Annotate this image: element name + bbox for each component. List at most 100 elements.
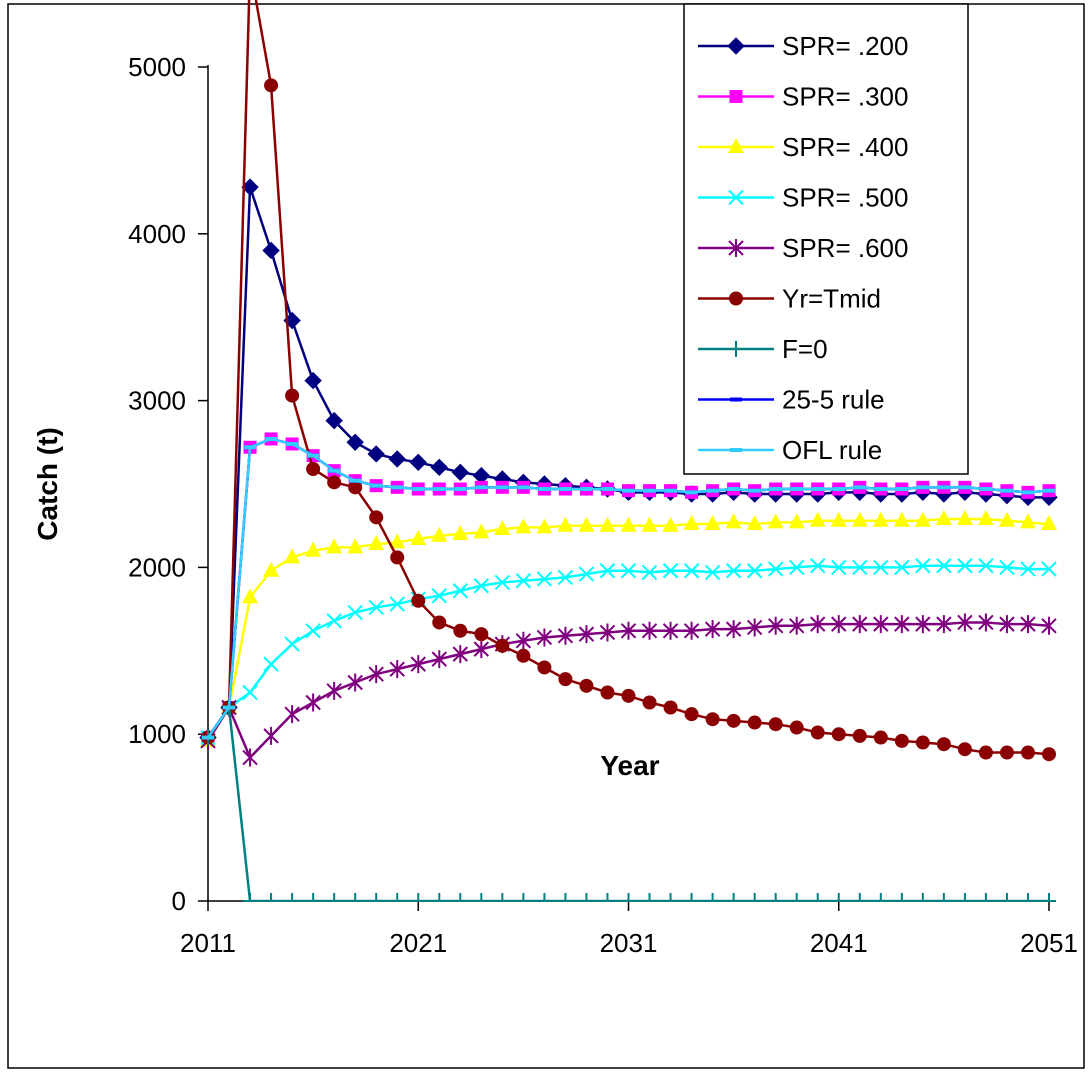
- data-point-yr-tmid: [390, 550, 405, 565]
- data-point-spr-400: [998, 511, 1015, 527]
- legend-marker-yr-tmid: [729, 291, 743, 306]
- data-point-spr-600: [1020, 615, 1036, 634]
- data-point-spr-200: [346, 433, 364, 452]
- data-point-spr-500: [831, 559, 847, 576]
- data-point-yr-tmid: [306, 461, 321, 476]
- x-axis-ticks: 2011 2021 2031 2041 2051: [180, 901, 1078, 958]
- data-point-ofl-rule: [328, 468, 341, 473]
- data-point-spr-600: [515, 631, 532, 650]
- data-point-f-0: [285, 893, 300, 902]
- data-point-ofl-rule: [832, 487, 845, 492]
- data-point-ofl-rule: [496, 485, 509, 490]
- data-point-spr-500: [536, 571, 553, 587]
- legend-item-spr-200: SPR= .200: [698, 31, 908, 61]
- data-point-ofl-rule: [391, 485, 404, 490]
- data-point-spr-500: [473, 578, 490, 594]
- legend-item-spr-300: SPR= .300: [698, 82, 908, 112]
- data-point-yr-tmid: [978, 745, 993, 760]
- data-point-spr-500: [915, 558, 931, 574]
- data-point-f-0: [495, 893, 510, 902]
- data-point-f-0: [894, 893, 909, 902]
- data-point-f-0: [747, 893, 762, 902]
- data-point-spr-400: [242, 588, 259, 604]
- data-point-ofl-rule: [601, 487, 614, 492]
- data-point-spr-600: [326, 681, 342, 700]
- data-point-spr-600: [767, 616, 784, 635]
- data-point-spr-500: [957, 558, 973, 574]
- data-point-spr-500: [1041, 561, 1057, 577]
- data-point-f-0: [810, 893, 825, 902]
- legend-label: OFL rule: [782, 435, 882, 465]
- data-point-spr-600: [978, 613, 994, 632]
- data-point-f-0: [705, 893, 720, 902]
- data-point-yr-tmid: [957, 742, 972, 757]
- data-point-ofl-rule: [580, 487, 593, 492]
- data-point-ofl-rule: [727, 487, 740, 492]
- data-point-spr-600: [810, 615, 826, 634]
- legend-marker-spr-600: [728, 239, 744, 257]
- data-point-spr-400: [767, 513, 784, 529]
- data-point-ofl-rule: [244, 445, 257, 450]
- data-point-spr-600: [957, 613, 973, 632]
- data-point-ofl-rule: [979, 487, 992, 492]
- data-point-spr-500: [1020, 561, 1036, 577]
- data-point-spr-500: [431, 588, 447, 604]
- data-point-spr-500: [978, 558, 994, 574]
- data-point-spr-400: [935, 510, 952, 526]
- data-point-spr-600: [662, 621, 679, 640]
- data-point-spr-400: [851, 511, 868, 527]
- data-point-f-0: [684, 893, 699, 902]
- legend-marker-spr-400: [728, 138, 744, 153]
- data-point-yr-tmid: [705, 712, 720, 727]
- data-point-spr-500: [263, 656, 279, 672]
- data-point-f-0: [642, 893, 657, 902]
- data-point-f-0: [369, 893, 384, 902]
- data-point-ofl-rule: [307, 453, 320, 458]
- legend-label: 25-5 rule: [782, 385, 885, 415]
- data-point-spr-400: [893, 511, 910, 527]
- data-point-f-0: [516, 893, 531, 902]
- data-point-spr-400: [1019, 513, 1036, 529]
- data-point-spr-400: [578, 516, 595, 532]
- data-point-spr-200: [367, 445, 385, 463]
- data-point-spr-500: [852, 559, 868, 576]
- data-point-yr-tmid: [894, 733, 909, 748]
- data-point-ofl-rule: [958, 485, 971, 490]
- data-point-spr-600: [873, 615, 889, 634]
- data-point-spr-600: [347, 673, 363, 692]
- data-point-yr-tmid: [264, 78, 279, 93]
- data-point-spr-600: [431, 650, 447, 669]
- data-point-spr-500: [452, 583, 469, 599]
- data-point-ofl-rule: [685, 490, 698, 495]
- data-point-yr-tmid: [768, 717, 783, 732]
- legend-item-ofl-rule: OFL rule: [698, 435, 882, 465]
- data-point-spr-400: [683, 515, 700, 531]
- data-point-f-0: [978, 893, 993, 902]
- data-point-spr-600: [473, 640, 490, 659]
- data-point-spr-600: [915, 615, 931, 634]
- data-point-f-0: [558, 893, 573, 902]
- data-point-spr-600: [725, 620, 742, 639]
- data-point-spr-400: [956, 510, 973, 526]
- data-point-f-0: [579, 893, 594, 902]
- data-point-spr-600: [1041, 616, 1057, 635]
- legend-label: Yr=Tmid: [782, 284, 881, 314]
- legend-label: SPR= .400: [782, 132, 908, 162]
- data-point-spr-600: [242, 748, 258, 767]
- data-point-spr-500: [662, 563, 679, 579]
- data-point-yr-tmid: [537, 660, 552, 675]
- data-point-spr-400: [599, 516, 616, 532]
- data-point-f-0: [915, 893, 930, 902]
- data-point-ofl-rule: [748, 488, 761, 493]
- data-point-f-0: [432, 893, 447, 902]
- data-point-spr-600: [936, 615, 952, 634]
- data-point-spr-500: [326, 613, 342, 629]
- data-point-f-0: [999, 893, 1014, 902]
- y-axis-ticks: 0 1000 2000 3000 4000 5000: [128, 52, 208, 916]
- data-point-spr-400: [704, 515, 721, 531]
- data-point-spr-400: [662, 516, 679, 532]
- data-point-spr-400: [620, 516, 637, 532]
- data-point-spr-500: [347, 604, 363, 621]
- data-point-spr-400: [536, 518, 553, 534]
- data-point-spr-400: [1041, 515, 1057, 531]
